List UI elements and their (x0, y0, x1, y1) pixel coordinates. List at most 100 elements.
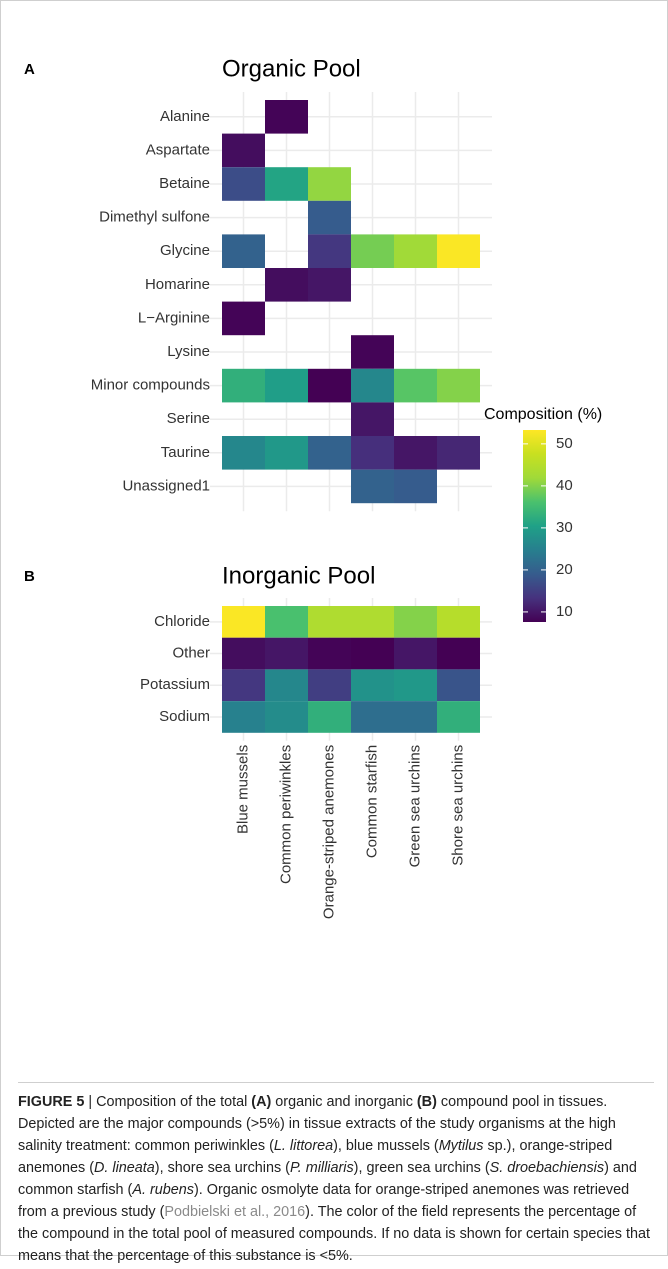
y-tick-label: Potassium (140, 676, 210, 693)
y-tick-label: Minor compounds (91, 377, 210, 394)
heatmap-cell (437, 701, 480, 733)
caption-part: compound pool in tissues. Depicted are t… (18, 1094, 616, 1154)
panel-label: A (24, 61, 35, 78)
heatmap-cell (308, 268, 351, 302)
colorbar-tick-label: 50 (556, 435, 573, 452)
heatmap-cell (308, 368, 351, 403)
chart: A Organic Pool Alanine Aspartate Betaine Dime… (24, 55, 602, 919)
y-tick-label: Serine (167, 410, 210, 427)
x-tick-label: Common periwinkles (277, 745, 294, 884)
y-tick-label: Aspartate (146, 141, 210, 158)
heatmap-cell (351, 436, 394, 470)
heatmap-cell (308, 200, 351, 235)
colorbar-tick-label: 10 (556, 603, 573, 620)
y-tick-label: Unassigned1 (122, 477, 210, 494)
heatmap-cell (265, 606, 308, 638)
colorbar-tick-label: 40 (556, 477, 573, 494)
heatmap-cell (265, 436, 308, 470)
y-tick-label: Chloride (154, 613, 210, 630)
heatmap-cell (351, 402, 394, 436)
heatmap-cell (308, 701, 351, 733)
caption-part: ). Organic osmolyte data for orange-stri… (18, 1182, 630, 1220)
heatmap-cell (437, 234, 480, 268)
y-tick-label: Sodium (159, 708, 210, 725)
caption-part: S. droebachiensis (489, 1160, 605, 1176)
caption-part: (A) (251, 1094, 272, 1110)
heatmap-cell (265, 637, 308, 670)
heatmap-cell (222, 637, 265, 670)
caption-part: | Composition of the total (84, 1094, 252, 1110)
heatmap-cell (308, 436, 351, 470)
caption-part: organic and inorganic (271, 1094, 417, 1110)
heatmap-cell (265, 669, 308, 702)
colorbar-tick-label: 20 (556, 561, 573, 578)
heatmap-cell (308, 167, 351, 201)
heatmap-cell (351, 368, 394, 403)
heatmap-cell (222, 669, 265, 702)
heatmap-cell (222, 436, 265, 470)
heatmap-cell (351, 637, 394, 670)
caption-part: ), shore sea urchins ( (154, 1160, 290, 1176)
heatmap-cell (394, 606, 437, 638)
heatmap-cell (308, 234, 351, 268)
colorbar-title: Composition (%) (484, 406, 602, 423)
x-tick-label: Blue mussels (234, 745, 251, 834)
heatmap-cell (222, 234, 265, 268)
heatmap-cell (437, 436, 480, 470)
heatmap-cell (265, 167, 308, 201)
heatmap-cell (222, 301, 265, 336)
heatmap-cell (351, 234, 394, 268)
caption-part: ) and common starfish ( (18, 1160, 637, 1198)
heatmap-cell (394, 637, 437, 670)
y-tick-label: Lysine (167, 343, 210, 360)
caption-part: Mytilus (438, 1138, 484, 1154)
heatmap-cell (437, 637, 480, 670)
heatmap-cell (222, 606, 265, 638)
heatmap-cell (222, 167, 265, 201)
caption-part: sp.), orange-striped anemones ( (18, 1138, 613, 1176)
heatmap-cell (394, 436, 437, 470)
heatmap-cell (265, 701, 308, 733)
heatmap-cell (351, 469, 394, 504)
caption-part: P. milliaris (289, 1160, 354, 1176)
colorbar-tick-label: 30 (556, 519, 573, 536)
colorbar (523, 430, 546, 622)
x-tick-label: Common starfish (363, 745, 380, 858)
heatmap-cell (437, 669, 480, 702)
heatmap-cell (351, 701, 394, 733)
caption-part: A. rubens (132, 1182, 194, 1198)
x-tick-label: Orange-striped anemones (320, 745, 337, 919)
y-tick-label: L−Arginine (138, 309, 210, 326)
y-tick-label: Dimethyl sulfone (99, 209, 210, 226)
heatmap-cell (351, 335, 394, 369)
heatmap-cell (222, 701, 265, 733)
caption-part: FIGURE 5 (18, 1094, 85, 1110)
caption-part: (B) (416, 1094, 437, 1110)
heatmap-cell (437, 368, 480, 403)
heatmap-cell (265, 368, 308, 403)
y-tick-label: Other (172, 645, 210, 662)
panel-title: Inorganic Pool (222, 562, 375, 589)
heatmap-cell (394, 701, 437, 733)
y-tick-label: Betaine (159, 175, 210, 192)
heatmap-cell (437, 606, 480, 638)
caption-part: ), blue mussels ( (333, 1138, 439, 1154)
caption-part: D. lineata (94, 1160, 155, 1176)
heatmap-cell (351, 669, 394, 702)
heatmap-cell (394, 368, 437, 403)
heatmap-cell (222, 133, 265, 168)
x-tick-label: Green sea urchins (406, 745, 423, 868)
heatmap-cell (308, 606, 351, 638)
y-tick-label: Homarine (145, 276, 210, 293)
heatmap-cell (222, 368, 265, 403)
heatmap-cell (394, 234, 437, 268)
heatmap-cell (394, 469, 437, 504)
caption-part: ), green sea urchins ( (353, 1160, 490, 1176)
y-tick-label: Alanine (160, 108, 210, 125)
caption: FIGURE 5 | Composition of the total (A) … (18, 1082, 654, 1267)
heatmap-cell (265, 268, 308, 302)
caption-part: L. littorea (273, 1138, 334, 1154)
heatmap-cell (308, 637, 351, 670)
caption-reference[interactable]: Podbielski et al., 2016 (164, 1204, 306, 1220)
